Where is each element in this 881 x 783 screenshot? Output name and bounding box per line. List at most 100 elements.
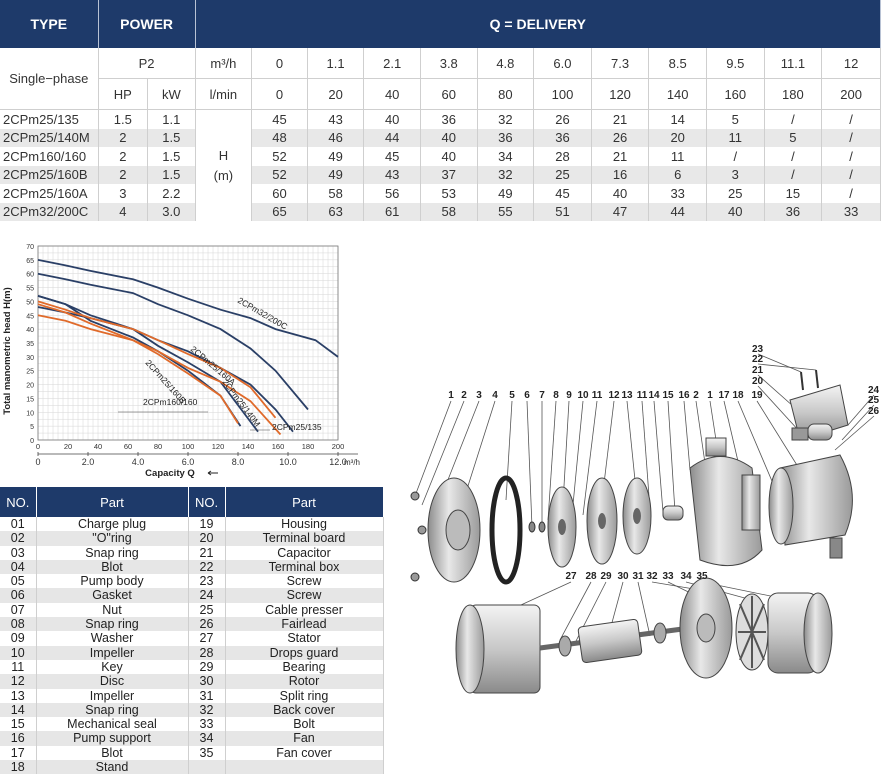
- part-name: Fairlead: [225, 617, 384, 632]
- curve-label: 2CPm32/200C: [236, 295, 289, 332]
- part-number: 31: [188, 688, 226, 703]
- model-row: 2CPm160/160 2 1.5 52 49 45 40 34 28 21 11// /: [0, 147, 881, 166]
- part-header-2: Part: [225, 487, 384, 517]
- part-number: 33: [188, 717, 226, 732]
- callout-number: 35: [696, 571, 708, 582]
- y-tick-label: 45: [26, 313, 34, 320]
- model-name: 2CPm25/140M: [0, 128, 99, 147]
- model-name: 2CPm32/200C: [0, 202, 99, 221]
- part-name: Key: [36, 659, 189, 675]
- parts-table: NO. Part NO. Part 01 Charge plug 19 Housing…: [0, 487, 384, 775]
- head-value: 40: [591, 184, 650, 203]
- part-name: Charge plug: [36, 517, 189, 532]
- hp-value: 2: [98, 165, 149, 184]
- head-value: 40: [420, 147, 478, 166]
- leader-line: [757, 363, 817, 371]
- part-name: Fan: [225, 731, 384, 746]
- part-name: Disc: [36, 674, 189, 689]
- part-name: Pump body: [36, 574, 189, 589]
- callout-number: 13: [621, 390, 633, 401]
- head-value: 26: [591, 128, 650, 147]
- model-name: 2CPm160/160: [0, 147, 99, 166]
- hp-value: 3: [98, 184, 149, 203]
- rotor-shaft: [539, 619, 691, 663]
- part-name: Split ring: [225, 688, 384, 703]
- head-value: /: [764, 165, 823, 184]
- part-number: 32: [188, 702, 226, 718]
- parts-row: 11 Key 29 Bearing: [0, 659, 384, 675]
- callout-number: 18: [732, 390, 744, 401]
- callout-number: 31: [632, 571, 644, 582]
- part-number: 18: [0, 760, 37, 775]
- phase-label: Single−phase: [0, 48, 99, 110]
- parts-row: 16 Pump support 34 Fan: [0, 731, 384, 746]
- performance-table: TYPE POWER Q = DELIVERY Single−phase P2 …: [0, 0, 881, 233]
- callout-number: 14: [648, 390, 660, 401]
- flow-lmin-cell: 60: [420, 78, 478, 110]
- head-value: /: [706, 147, 765, 166]
- y-tick-label: 60: [26, 272, 34, 279]
- parts-grid: NO. Part NO. Part 01 Charge plug 19 Housing…: [0, 487, 384, 775]
- part-name: Nut: [36, 602, 189, 618]
- y-tick-label: 65: [26, 258, 34, 265]
- hp-value: 1.5: [98, 109, 149, 129]
- exploded-view-svg: 1 2 3 4 5 6 7 8 9 10 11 12 13 11 14 15 16 2 1 17 18 192322212…: [410, 344, 880, 694]
- parts-row: 06 Gasket 24 Screw: [0, 588, 384, 603]
- x-tick-lmin: 160: [272, 442, 285, 451]
- part-number: 22: [188, 559, 226, 575]
- flow-lmin-cell: 20: [307, 78, 365, 110]
- y-tick-label: 50: [26, 299, 34, 306]
- x-tick-lmin: 180: [302, 442, 315, 451]
- part-name: Snap ring: [36, 617, 189, 632]
- parts-row: 10 Impeller 28 Drops guard: [0, 645, 384, 660]
- callout-labels: 1 2 3 4 5 6 7 8 9 10 11 12 13 11 14 15 16 2 1 17 18 192322212…: [448, 344, 879, 582]
- part-number: 34: [188, 731, 226, 746]
- head-value: 34: [477, 147, 535, 166]
- y-tick-label: 25: [26, 369, 34, 376]
- model-row: 2CPm25/140M 2 1.5 48 46 44 40 36 36 26 20 11 5/: [0, 128, 881, 147]
- part-number: 23: [188, 574, 226, 589]
- curve-2CPm25/160A: [37, 272, 309, 411]
- model-name: 2CPm25/160B: [0, 165, 99, 184]
- head-value: 55: [477, 202, 535, 221]
- performance-grid: TYPE POWER Q = DELIVERY Single−phase P2 …: [0, 0, 881, 221]
- part-name: Terminal box: [225, 559, 384, 575]
- x-tick-lmin: 0: [36, 442, 40, 451]
- part-number: 20: [188, 531, 226, 546]
- curve-series-7: [37, 303, 239, 424]
- part-name: Back cover: [225, 702, 384, 718]
- hp-value: 4: [98, 202, 149, 221]
- disc: [586, 477, 618, 565]
- stator: [455, 604, 541, 694]
- head-value: 51: [533, 202, 592, 221]
- callout-number: 26: [868, 406, 880, 417]
- part-name: Housing: [225, 517, 384, 532]
- head-value: 46: [307, 128, 365, 147]
- x-tick-m3h: 12.0: [329, 457, 347, 467]
- part-number: 12: [0, 674, 37, 689]
- exploded-view-diagram: 1 2 3 4 5 6 7 8 9 10 11 12 13 11 14 15 16 2 1 17 18 19 23 22 21 2…: [396, 340, 881, 778]
- power-header: POWER: [98, 0, 196, 48]
- head-value: 14: [648, 109, 707, 129]
- x-tick-m3h: 2.0: [82, 457, 95, 467]
- part-number: 25: [188, 602, 226, 618]
- head-value: 20: [648, 128, 707, 147]
- x-tick-lmin: 120: [212, 442, 225, 451]
- x-tick-m3h: 10.0: [279, 457, 297, 467]
- x-tick-lmin: 80: [154, 442, 162, 451]
- head-value: 5: [706, 109, 765, 129]
- part-number: 24: [188, 588, 226, 603]
- leader-line: [653, 400, 664, 513]
- part-name: Capacitor: [225, 545, 384, 560]
- part-name: Pump support: [36, 731, 189, 746]
- part-number: 21: [188, 545, 226, 560]
- leader-line: [756, 400, 801, 471]
- callout-number: 8: [553, 390, 559, 401]
- x-tick-lmin: 140: [242, 442, 255, 451]
- leader-line: [847, 394, 875, 426]
- parts-row: 08 Snap ring 26 Fairlead: [0, 617, 384, 632]
- part-number: 27: [188, 631, 226, 646]
- callout-number: 15: [662, 390, 674, 401]
- x-tick-lmin: 200: [332, 442, 345, 451]
- leader-line: [609, 581, 624, 631]
